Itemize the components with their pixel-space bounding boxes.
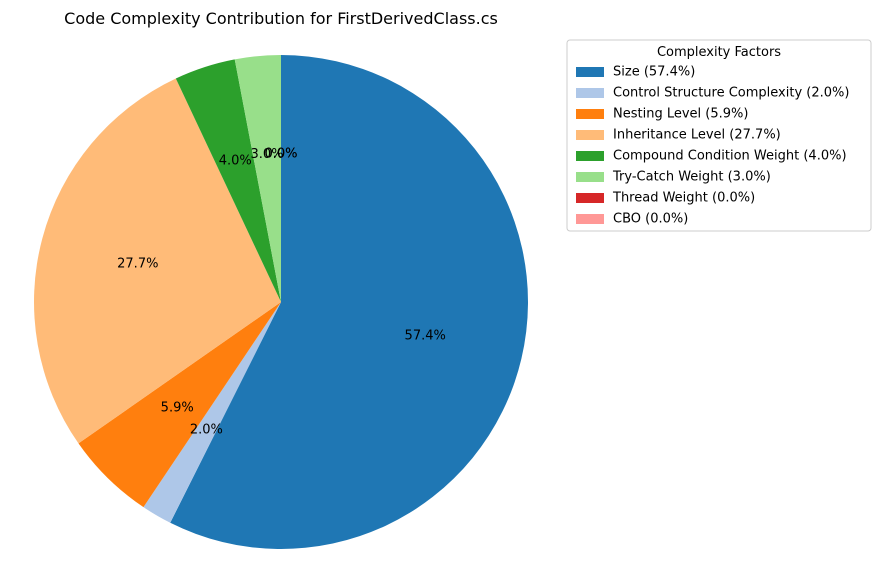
- legend-label-size: Size (57.4%): [613, 65, 695, 80]
- pie-slice-try-catch-weight: [234, 55, 281, 302]
- slice-label-size: 57.4%: [405, 329, 446, 344]
- legend-frame: [566, 39, 872, 232]
- legend-label-compound-condition-weight: Compound Condition Weight (4.0%): [613, 149, 847, 164]
- slice-label-control-structure-complexity: 2.0%: [190, 423, 223, 438]
- legend: Complexity Factors Size (57.4%) Control S…: [566, 39, 872, 232]
- legend-swatch-cbo: [576, 214, 604, 224]
- legend-swatch-try-catch-weight: [576, 172, 604, 182]
- legend-label-control-structure-complexity: Control Structure Complexity (2.0%): [613, 86, 849, 101]
- pie-slice-compound-condition-weight: [175, 59, 281, 303]
- pie-slices: [34, 55, 529, 549]
- legend-swatch-size: [576, 67, 604, 77]
- slice-label-inheritance-level: 27.7%: [117, 256, 158, 271]
- legend-label-inheritance-level: Inheritance Level (27.7%): [613, 128, 781, 143]
- legend-swatch-control-structure-complexity: [576, 88, 604, 98]
- pie-slice-nesting-level: [78, 302, 281, 508]
- pie-slice-labels: 57.4%2.0%5.9%27.7%4.0%3.0%0.0%0.0%: [117, 146, 446, 437]
- pie-slice-size: [170, 55, 529, 549]
- slice-label-compound-condition-weight: 4.0%: [219, 154, 252, 169]
- pie-slice-inheritance-level: [34, 78, 281, 444]
- legend-label-try-catch-weight: Try-Catch Weight (3.0%): [612, 170, 771, 185]
- chart-title: Code Complexity Contribution for FirstDe…: [64, 9, 498, 28]
- pie-slice-control-structure-complexity: [143, 302, 281, 523]
- legend-swatch-thread-weight: [576, 193, 604, 203]
- legend-swatch-compound-condition-weight: [576, 151, 604, 161]
- legend-label-thread-weight: Thread Weight (0.0%): [612, 191, 755, 206]
- slice-label-thread-weight: 0.0%: [264, 146, 297, 161]
- legend-label-cbo: CBO (0.0%): [613, 212, 688, 227]
- slice-label-try-catch-weight: 3.0%: [251, 147, 284, 162]
- legend-entries: Size (57.4%) Control Structure Complexity…: [576, 65, 849, 227]
- legend-title: Complexity Factors: [657, 45, 781, 60]
- slice-label-nesting-level: 5.9%: [161, 400, 194, 415]
- legend-swatch-nesting-level: [576, 109, 604, 119]
- legend-swatch-inheritance-level: [576, 130, 604, 140]
- legend-label-nesting-level: Nesting Level (5.9%): [613, 107, 748, 122]
- slice-label-cbo: 0.0%: [264, 146, 297, 161]
